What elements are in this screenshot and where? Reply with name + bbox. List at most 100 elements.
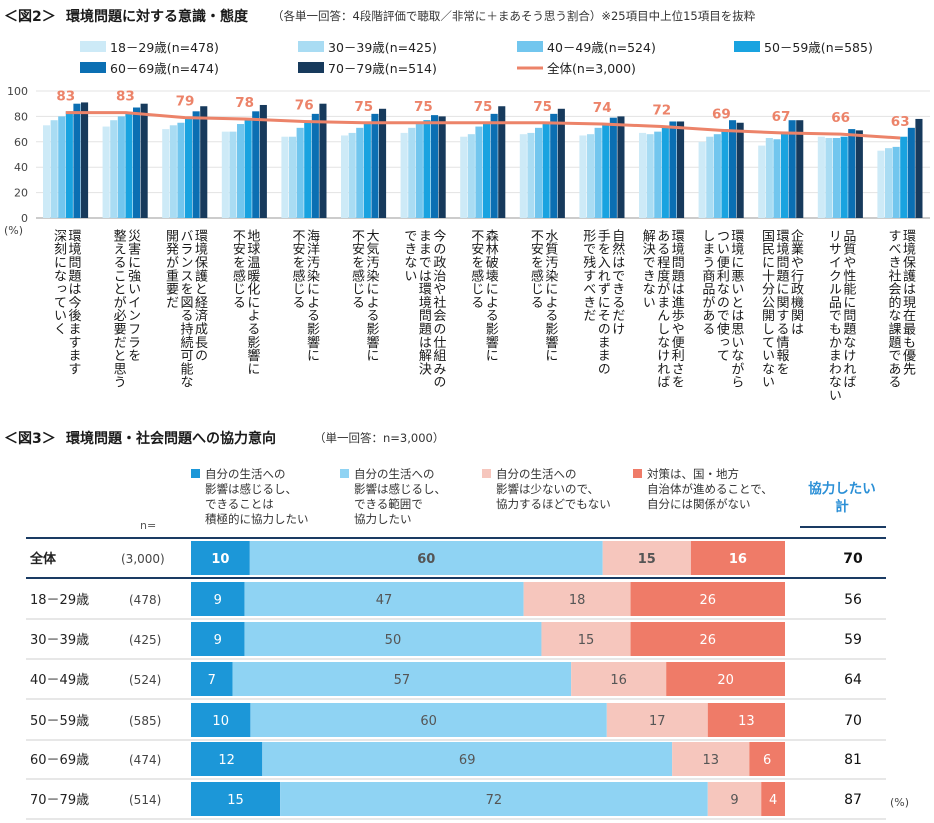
segment-legend-label: 自分の生活への	[354, 467, 435, 481]
row-label: 全体	[29, 551, 57, 567]
bar	[781, 132, 789, 218]
bar-segment	[191, 541, 250, 575]
bar-segment	[761, 782, 785, 816]
bar-segment	[707, 782, 762, 816]
y-tick-label: 0	[21, 212, 28, 225]
bar	[162, 129, 170, 218]
data-label: 79	[176, 94, 195, 110]
bar-segment	[250, 703, 607, 737]
data-label: 10	[212, 714, 229, 729]
sum-header-label: 計	[835, 498, 849, 515]
segment-legend-label: 協力するほどでもない	[496, 497, 611, 511]
data-label: 78	[235, 95, 254, 111]
data-label: 4	[769, 793, 777, 808]
figure-3-label: ＜図3＞	[4, 431, 56, 447]
data-label: 63	[891, 114, 910, 130]
legend-swatch	[80, 41, 106, 52]
figure-3-n-header: n=	[140, 519, 156, 532]
bar	[281, 136, 289, 218]
legend-swatch	[298, 41, 324, 52]
category-label: 森林破壊による影響に	[483, 229, 499, 362]
bar-segment	[244, 622, 542, 656]
data-label: 16	[729, 552, 747, 567]
bar-segment	[630, 582, 785, 616]
bar	[587, 134, 595, 218]
category-label: 深刻になっていく	[51, 229, 67, 336]
segment-swatch	[191, 469, 200, 478]
bar	[765, 137, 773, 218]
category-label: 手を入れずにそのままの	[595, 229, 611, 375]
legend-label: 60－69歳(n=474)	[110, 61, 219, 76]
category-label: 環境問題は進歩や便利さを	[669, 229, 685, 389]
segment-legend-label: 影響は感じるし、	[205, 482, 297, 496]
category-label: 環境保護と経済成長の	[192, 229, 208, 362]
row-n: (585)	[129, 714, 161, 728]
figure-3-title: 環境問題・社会問題への協力意向	[66, 430, 276, 447]
bar	[788, 120, 796, 218]
category-label: しまう商品がある	[699, 229, 715, 335]
row-sum: 64	[844, 672, 862, 688]
segment-legend-label: 自分の生活への	[496, 467, 577, 481]
bar	[177, 122, 185, 218]
bar	[557, 108, 565, 218]
bar-segment	[606, 703, 708, 737]
data-label: 72	[652, 103, 671, 119]
bar	[758, 145, 766, 218]
bar	[721, 129, 729, 218]
segment-legend-label: 協力したい	[354, 512, 412, 526]
data-label: 9	[214, 633, 222, 648]
bar	[460, 136, 468, 218]
segment-legend-label: できることは	[205, 497, 274, 511]
y-tick-label: 20	[14, 187, 28, 200]
bar	[848, 129, 856, 218]
category-label: つい便利なので使って	[714, 229, 730, 362]
data-label: 26	[700, 593, 717, 608]
category-label: 今の政治や社会の仕組みの	[430, 228, 446, 388]
data-label: 76	[295, 97, 314, 113]
category-label: リサイクル品でもかまわない	[826, 229, 842, 402]
bar	[438, 116, 446, 218]
bar	[713, 134, 721, 218]
bar-segment	[523, 582, 631, 616]
bar	[200, 106, 208, 218]
data-label: 69	[459, 753, 476, 768]
bar	[102, 126, 110, 218]
category-label: 環境に悪いとは思いながら	[728, 229, 744, 389]
category-label: 水質汚染による影響に	[542, 229, 558, 362]
bar-segment	[690, 541, 785, 575]
figure-3-subtitle: （単一回答：n=3,000）	[314, 431, 444, 445]
bar	[885, 148, 893, 218]
bar	[43, 125, 51, 218]
data-label: 9	[214, 593, 222, 608]
bar	[609, 117, 617, 218]
bar	[467, 134, 475, 218]
legend-swatch	[734, 41, 760, 52]
category-label: ある程度がまんしなければ	[654, 229, 670, 389]
bar	[125, 112, 133, 218]
legend-label: 40－49歳(n=524)	[547, 40, 656, 55]
bar-segment	[541, 622, 631, 656]
bar-segment	[191, 703, 251, 737]
bar	[833, 137, 841, 218]
bar	[825, 137, 833, 218]
bar-segment	[191, 662, 233, 696]
bar-segment	[749, 742, 785, 776]
segment-legend-label: 自分には関係がない	[647, 497, 751, 511]
legend-swatch	[298, 62, 324, 73]
data-label: 16	[610, 673, 627, 688]
bar	[907, 127, 915, 218]
bar-segment	[191, 622, 245, 656]
figure-2-title: 環境問題に対する意識・態度	[66, 8, 249, 25]
figure-2-label: ＜図2＞	[4, 9, 56, 25]
legend-label: 70－79歳(n=514)	[328, 61, 437, 76]
figure-2-subtitle: （各単一回答：4段階評価で聴取／非常に＋まあそう思う割合）※25項目中上位15項…	[272, 9, 756, 23]
bar	[475, 126, 483, 218]
y-tick-label: 60	[14, 136, 28, 149]
segment-legend-label: 自分の生活への	[205, 467, 286, 481]
legend-swatch	[80, 62, 106, 73]
data-label: 75	[414, 99, 433, 115]
figure-2-total-line: 83 83 79 78 76 75 75 75 75 74 72 69 67 66 63	[56, 89, 910, 140]
bar	[408, 127, 416, 218]
data-label: 6	[763, 753, 771, 768]
bar	[192, 111, 200, 218]
